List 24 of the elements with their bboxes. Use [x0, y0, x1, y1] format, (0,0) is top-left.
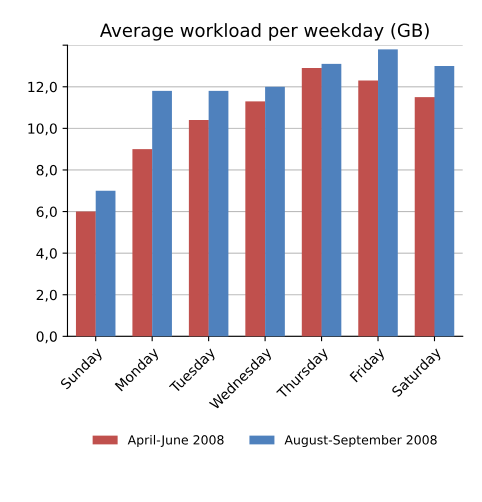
- y-tick-label: 0,0: [36, 331, 57, 344]
- bar: [302, 68, 322, 336]
- bar: [265, 86, 285, 336]
- y-tick-label: 8,0: [36, 164, 57, 177]
- bar: [96, 190, 116, 336]
- bar: [132, 149, 152, 336]
- bar: [322, 64, 342, 336]
- chart-title: Average workload per weekday (GB): [100, 23, 429, 41]
- bar: [245, 101, 266, 336]
- y-tick-label: 4,0: [36, 248, 57, 260]
- bar: [208, 90, 228, 336]
- bar: [152, 90, 172, 336]
- y-tick-label: 6,0: [36, 206, 57, 218]
- bar: [76, 212, 96, 336]
- bar: [378, 49, 398, 336]
- y-tick-label: 12,0: [28, 82, 57, 94]
- bar: [358, 80, 378, 336]
- bar: [414, 97, 434, 336]
- bar: [188, 120, 209, 336]
- legend-label: August-September 2008: [284, 434, 437, 448]
- bar: [434, 66, 454, 336]
- y-tick-label: 10,0: [28, 123, 57, 136]
- legend-label: April-June 2008: [128, 434, 224, 448]
- y-tick-label: 2,0: [36, 290, 57, 302]
